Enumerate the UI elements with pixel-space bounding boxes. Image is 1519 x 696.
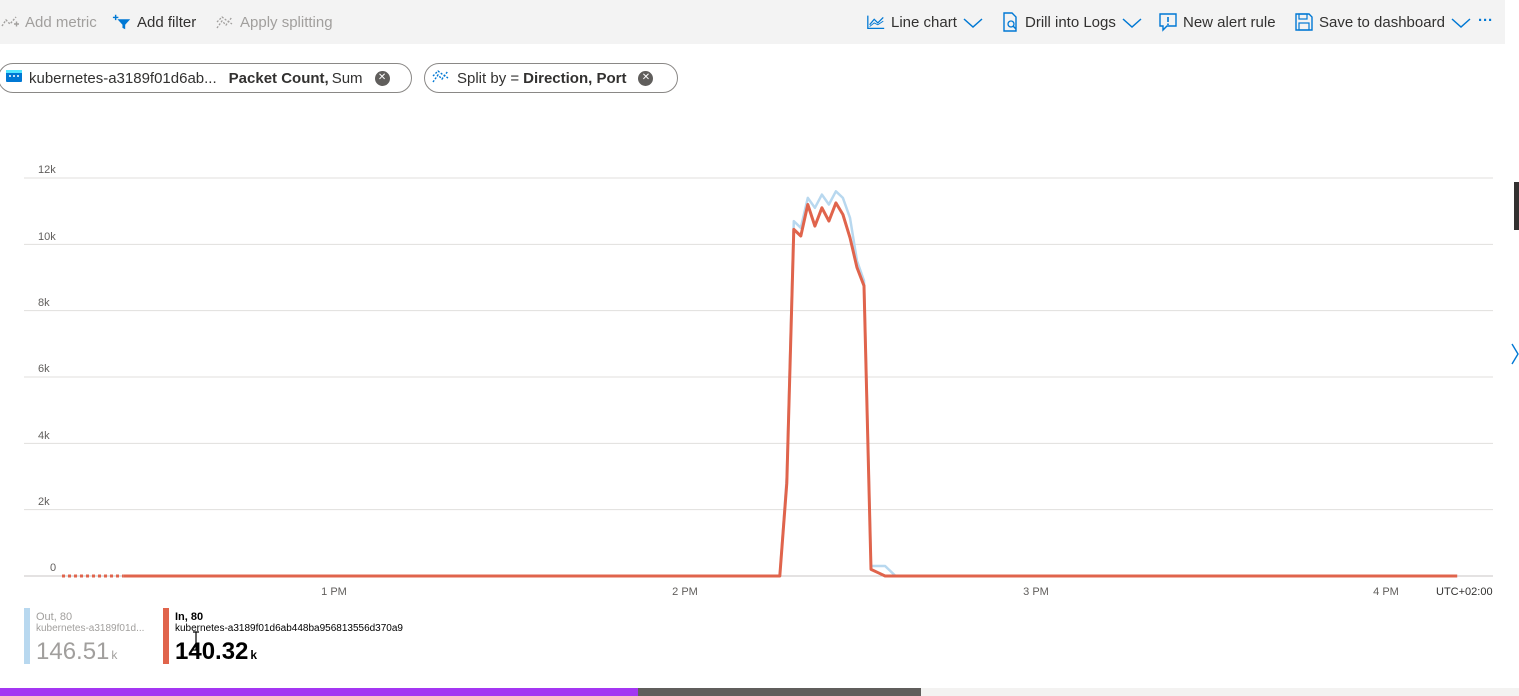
filter-icon (112, 12, 132, 32)
logs-icon (1000, 12, 1020, 32)
y-tick-label: 4k (38, 430, 50, 442)
panel-edge-marker (1514, 182, 1519, 230)
new-alert-rule-button[interactable]: New alert rule (1158, 12, 1276, 32)
x-tick-label: 1 PM (321, 586, 347, 598)
remove-split-icon[interactable]: ✕ (638, 70, 654, 86)
remove-metric-icon[interactable]: ✕ (374, 70, 390, 86)
legend-color-swatch (163, 608, 169, 664)
legend-resource-name: kubernetes-a3189f01d6ab448ba956813556d37… (175, 623, 403, 634)
alert-icon (1158, 12, 1178, 32)
y-tick-label: 0 (50, 562, 57, 574)
series-line-in[interactable] (123, 201, 1458, 578)
add-metric-button[interactable]: Add metric (0, 12, 97, 32)
resource-icon (5, 69, 23, 87)
more-options-button[interactable]: ··· (1478, 12, 1493, 29)
split-prefix: Split by = (457, 69, 520, 87)
metric-aggregation: Sum (331, 69, 363, 87)
splitting-icon (431, 67, 451, 89)
x-tick-label: 3 PM (1023, 586, 1049, 598)
legend-resource-name: kubernetes-a3189f01d... (36, 623, 145, 634)
chart-type-dropdown[interactable]: Line chart (866, 12, 983, 32)
split-pill[interactable]: Split by = Direction, Port ✕ (424, 63, 678, 93)
legend-series-name: In, 80 (175, 611, 204, 623)
timezone-label: UTC+02:00 (1436, 586, 1493, 598)
metrics-toolbar: Add metric Add filter Apply splitting Li… (0, 0, 1505, 44)
y-tick-label: 8k (38, 297, 50, 309)
y-tick-label: 6k (38, 363, 50, 375)
metric-resource-name: kubernetes-a3189f01d6ab... (29, 69, 217, 87)
video-progress-track[interactable] (921, 688, 1519, 696)
y-tick-label: 2k (38, 496, 50, 508)
splitting-icon (215, 12, 235, 32)
x-tick-label: 4 PM (1373, 586, 1399, 598)
line-chart-icon (866, 12, 886, 32)
metric-pill[interactable]: kubernetes-a3189f01d6ab... Packet Count,… (0, 63, 412, 93)
video-progress-fill (0, 688, 638, 696)
chevron-right-icon[interactable] (1510, 340, 1519, 368)
y-tick-label: 10k (38, 231, 56, 243)
save-icon (1294, 12, 1314, 32)
chevron-down-icon (1450, 16, 1471, 29)
legend-series-name: Out, 80 (36, 611, 73, 623)
legend-total-value: 146.51 k (36, 638, 118, 665)
chevron-down-icon (1121, 16, 1142, 29)
video-progress-buffer (637, 688, 921, 696)
legend-color-swatch (24, 608, 30, 664)
metric-name: Packet Count, (228, 69, 329, 87)
add-metric-icon (0, 12, 20, 32)
text-cursor-icon (193, 631, 199, 651)
save-to-dashboard-dropdown[interactable]: Save to dashboard (1294, 12, 1471, 32)
split-value: Direction, Port (523, 69, 627, 87)
add-filter-button[interactable]: Add filter (112, 12, 196, 32)
legend-total-value: 140.32 k (175, 638, 258, 665)
drill-into-logs-dropdown[interactable]: Drill into Logs (1000, 12, 1142, 32)
y-tick-label: 12k (38, 164, 56, 176)
apply-splitting-button[interactable]: Apply splitting (215, 12, 333, 32)
x-tick-label: 2 PM (672, 586, 698, 598)
chevron-down-icon (962, 16, 983, 29)
